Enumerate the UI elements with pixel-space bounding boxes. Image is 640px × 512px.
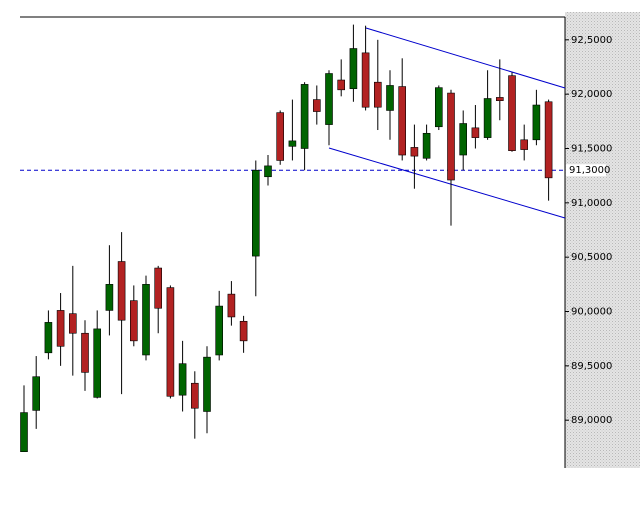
candle-body bbox=[264, 165, 272, 178]
candle-body bbox=[312, 99, 321, 112]
candle-body bbox=[227, 293, 236, 318]
candle-body bbox=[422, 132, 431, 159]
candle-body bbox=[520, 139, 529, 150]
y-tick-label: 91,5000 bbox=[571, 143, 612, 154]
candle-body bbox=[483, 98, 492, 138]
candle-body bbox=[130, 300, 138, 342]
candle-body bbox=[117, 261, 126, 321]
candle-body bbox=[386, 85, 394, 111]
candle-body bbox=[337, 79, 346, 91]
axis-panel bbox=[565, 12, 640, 468]
candle-body bbox=[44, 322, 53, 354]
y-tick-label: 91,0000 bbox=[571, 198, 612, 209]
channel-lower bbox=[328, 147, 566, 219]
candle-body bbox=[325, 73, 333, 125]
y-tick-label: 90,5000 bbox=[571, 252, 612, 263]
y-tick-label: 92,0000 bbox=[571, 89, 612, 100]
channel-upper bbox=[365, 27, 566, 89]
candle-body bbox=[300, 84, 309, 149]
candle-body bbox=[191, 382, 199, 409]
y-tick-label: 92,5000 bbox=[571, 35, 612, 46]
candle-body bbox=[361, 52, 370, 108]
candle-body bbox=[459, 123, 468, 156]
candle-body bbox=[154, 267, 162, 309]
candle-body bbox=[203, 356, 211, 412]
reference-label: 91,3000 bbox=[569, 165, 610, 176]
candle-body bbox=[349, 48, 358, 90]
candle-body bbox=[398, 86, 407, 156]
candle-body bbox=[373, 81, 382, 108]
candle-body bbox=[166, 287, 175, 397]
candle-body bbox=[20, 412, 28, 452]
candle-body bbox=[410, 147, 419, 157]
candle-body bbox=[471, 127, 480, 138]
candle-body bbox=[447, 92, 455, 181]
y-tick-label: 90,0000 bbox=[571, 307, 612, 318]
candle-body bbox=[508, 75, 516, 151]
candle-body bbox=[252, 169, 260, 257]
candle-body bbox=[56, 310, 65, 347]
candle-body bbox=[532, 104, 541, 141]
candle-body bbox=[495, 97, 504, 101]
candle-body bbox=[105, 284, 114, 311]
candle-body bbox=[142, 284, 150, 356]
y-tick-label: 89,0000 bbox=[571, 415, 612, 426]
reference-label-box bbox=[566, 164, 606, 177]
candle-body bbox=[239, 320, 248, 342]
candle-body bbox=[69, 313, 77, 334]
candle-body bbox=[81, 332, 89, 373]
candle-body bbox=[93, 328, 101, 398]
y-tick-label: 89,5000 bbox=[571, 361, 612, 372]
candle-body bbox=[544, 101, 553, 179]
candle-body bbox=[434, 87, 443, 128]
candle-body bbox=[288, 140, 297, 147]
candle-body bbox=[276, 112, 285, 161]
candle-body bbox=[178, 363, 187, 396]
candle-body bbox=[215, 305, 223, 356]
candle-body bbox=[32, 376, 41, 411]
